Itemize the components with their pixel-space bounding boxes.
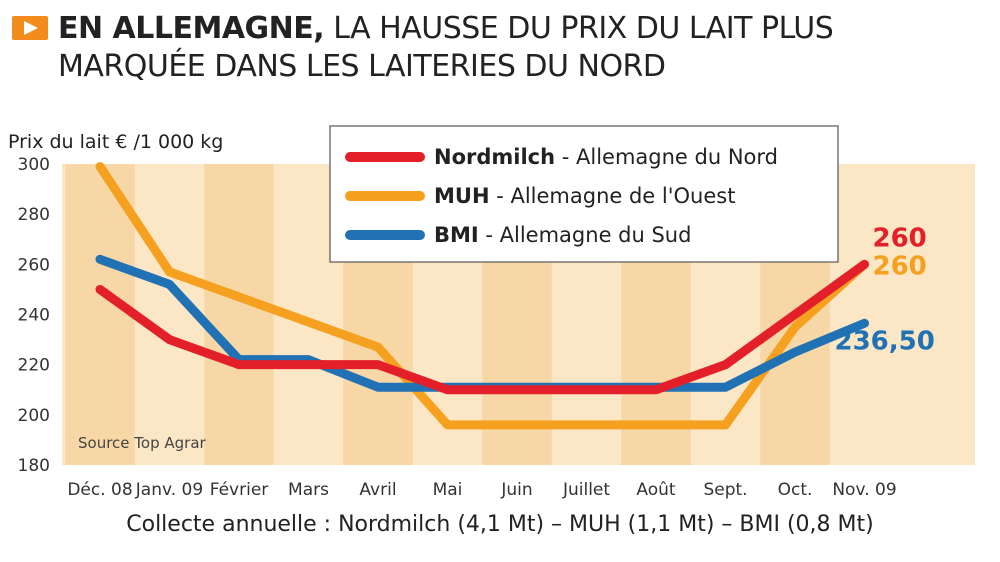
band-2 — [204, 164, 274, 465]
legend-label-bmi: BMI - Allemagne du Sud — [434, 223, 691, 247]
legend-label-muh: MUH - Allemagne de l'Ouest — [434, 184, 735, 208]
source-annotation: Source Top Agrar — [78, 434, 207, 452]
end-label-bmi: 236,50 — [835, 326, 935, 356]
x-tick-5: Mai — [433, 480, 463, 500]
legend-desc-nordmilch: - Allemagne du Nord — [555, 145, 778, 169]
y-axis-label: Prix du lait € /1 000 kg — [8, 131, 223, 153]
band-0 — [65, 164, 135, 465]
legend-desc-bmi: - Allemagne du Sud — [479, 223, 692, 247]
x-tick-2: Février — [210, 480, 269, 500]
legend-name-muh: MUH — [434, 184, 490, 208]
title-rest: LA HAUSSE DU PRIX DU LAIT PLUS — [324, 11, 834, 46]
y-tick-180: 180 — [18, 456, 50, 476]
x-tick-10: Oct. — [778, 480, 813, 500]
legend-name-nordmilch: Nordmilch — [434, 145, 555, 169]
x-tick-4: Avril — [359, 480, 396, 500]
x-tick-1: Janv. 09 — [135, 480, 203, 500]
series-line-muh — [95, 162, 869, 430]
y-tick-300: 300 — [18, 155, 50, 175]
series-lines — [95, 162, 869, 430]
series-line-nordmilch — [95, 259, 869, 395]
title-line-2: MARQUÉE DANS LES LAITERIES DU NORD — [58, 49, 666, 84]
x-tick-8: Août — [636, 480, 676, 500]
y-tick-200: 200 — [18, 406, 50, 426]
y-tick-280: 280 — [18, 205, 50, 225]
title-bold: EN ALLEMAGNE, — [58, 11, 325, 46]
legend-name-bmi: BMI — [434, 223, 479, 247]
x-tick-7: Juillet — [562, 480, 610, 500]
x-tick-0: Déc. 08 — [67, 480, 132, 500]
legend: Nordmilch - Allemagne du Nord MUH - Allem… — [329, 125, 839, 263]
x-tick-6: Juin — [500, 480, 532, 500]
x-tick-11: Nov. 09 — [832, 480, 896, 500]
legend-desc-muh: - Allemagne de l'Ouest — [490, 184, 736, 208]
footer-note: Collecte annuelle : Nordmilch (4,1 Mt) –… — [126, 512, 874, 537]
x-tick-3: Mars — [288, 480, 329, 500]
y-tick-220: 220 — [18, 356, 50, 376]
end-label-nordmilch: 260 — [873, 223, 927, 253]
chart-title: EN ALLEMAGNE, LA HAUSSE DU PRIX DU LAIT … — [12, 10, 992, 86]
y-axis-ticks: 300 280 260 240 220 200 180 — [18, 155, 50, 476]
y-tick-260: 260 — [18, 255, 50, 275]
y-tick-240: 240 — [18, 306, 50, 326]
x-axis-ticks: Déc. 08 Janv. 09 Février Mars Avril Mai Juin Ju… — [67, 480, 896, 500]
end-label-muh: 260 — [873, 251, 927, 281]
legend-label-nordmilch: Nordmilch - Allemagne du Nord — [434, 145, 778, 169]
x-tick-9: Sept. — [703, 480, 747, 500]
arrow-icon — [12, 16, 48, 40]
